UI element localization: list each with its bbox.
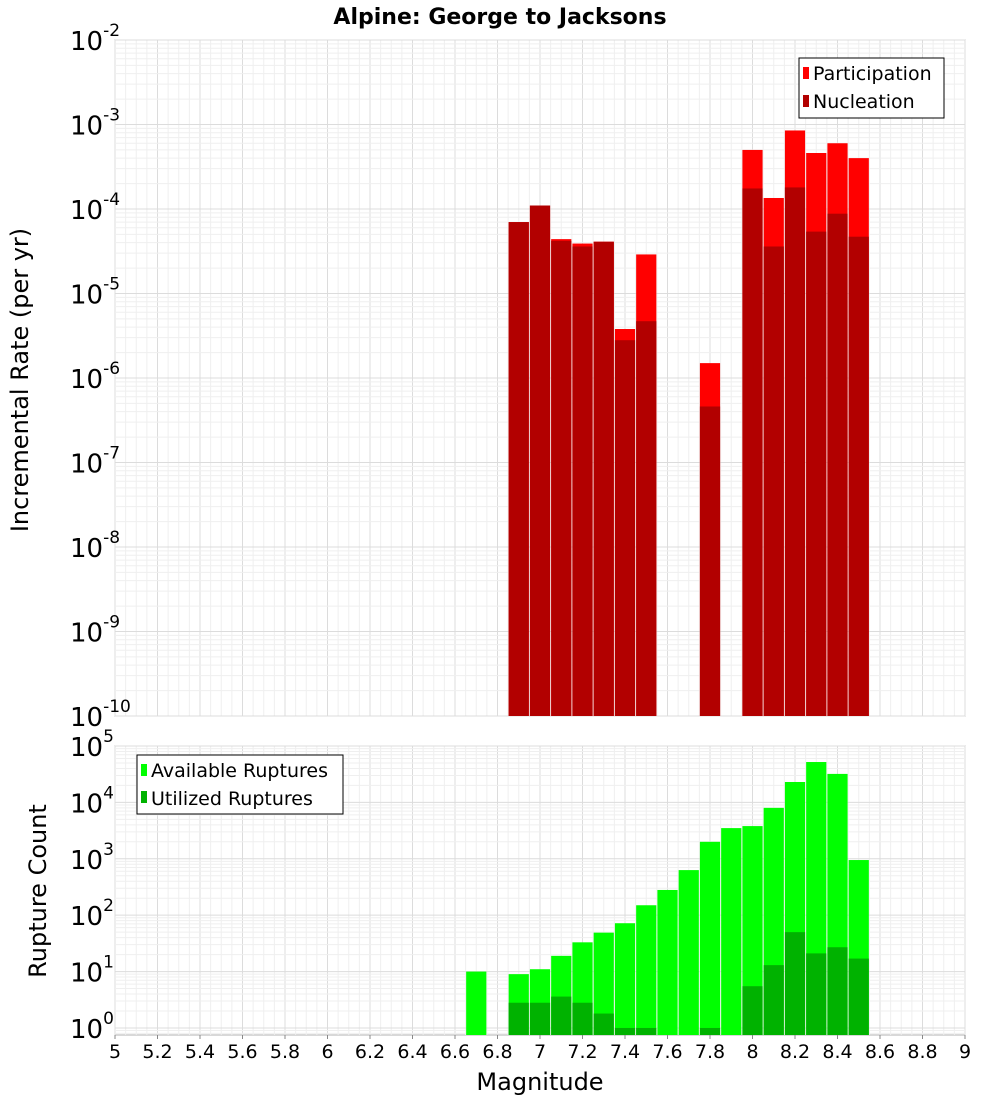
- y-tick-label: 10-9: [70, 613, 120, 649]
- legend-label-participation: Participation: [813, 63, 932, 85]
- x-tick-label: 5: [109, 1041, 121, 1063]
- bottom-bar-utilized-ruptures: [614, 1027, 636, 1035]
- top-bar-nucleation: [763, 246, 784, 716]
- bottom-bar-utilized-ruptures: [848, 958, 869, 1035]
- bottom-y-ticks: 100 101 102 103 104 105: [70, 727, 114, 1045]
- bottom-bar-available-ruptures: [742, 826, 763, 1035]
- bottom-bar-utilized-ruptures: [827, 947, 848, 1035]
- x-axis-label: Magnitude: [476, 1068, 603, 1096]
- y-tick-label: 105: [70, 727, 114, 763]
- x-tick-label: 5.6: [227, 1041, 257, 1063]
- y-tick-label: 102: [70, 896, 114, 932]
- bottom-y-axis-label: Rupture Count: [24, 804, 52, 978]
- x-tick-label: 9: [959, 1041, 971, 1063]
- y-tick-label: 10-8: [70, 528, 120, 564]
- bottom-bar-available-ruptures: [593, 932, 614, 1035]
- top-bar-nucleation: [806, 231, 827, 716]
- bottom-bar-utilized-ruptures: [699, 1027, 721, 1035]
- x-tick-label: 6: [321, 1041, 333, 1063]
- y-tick-label: 10-6: [70, 359, 120, 395]
- bottom-bar-utilized-ruptures: [529, 1002, 551, 1035]
- y-tick-label: 10-4: [70, 190, 120, 226]
- top-y-ticks: 10-10 10-9 10-8 10-7 10-6 10-5 10-4 10-3 10-2: [70, 21, 131, 733]
- bottom-bar-available-ruptures: [466, 971, 487, 1035]
- x-tick-label: 6.8: [482, 1041, 512, 1063]
- top-bars: [508, 130, 869, 717]
- y-tick-label: 10-3: [70, 106, 120, 142]
- bottom-bar-utilized-ruptures: [763, 965, 784, 1035]
- x-tick-label: 7.6: [652, 1041, 682, 1063]
- x-tick-label: 6.6: [440, 1041, 470, 1063]
- bottom-bars: [466, 762, 869, 1035]
- top-legend-box: [798, 57, 945, 119]
- legend-label-utilized: Utilized Ruptures: [151, 788, 313, 810]
- bottom-bar-available-ruptures: [657, 889, 678, 1035]
- bottom-bar-utilized-ruptures: [636, 1027, 657, 1035]
- top-y-axis-label: Incremental Rate (per yr): [6, 228, 34, 532]
- x-ticks: 5 5.2 5.4 5.6 5.8 6 6.2 6.4 6.6 6.8 7 7.2 7.4 7.6 7.8 8…: [109, 1035, 971, 1063]
- y-tick-label: 103: [70, 840, 114, 876]
- x-tick-label: 8: [746, 1041, 758, 1063]
- bottom-bar-available-ruptures: [614, 923, 636, 1035]
- bottom-bar-available-ruptures: [678, 870, 699, 1035]
- x-tick-label: 5.8: [270, 1041, 300, 1063]
- bottom-bar-available-ruptures: [636, 905, 657, 1035]
- top-bar-nucleation: [699, 406, 721, 716]
- bottom-bar-utilized-ruptures: [508, 1002, 529, 1035]
- x-tick-label: 7.4: [610, 1041, 640, 1063]
- x-tick-label: 8.8: [907, 1041, 937, 1063]
- y-tick-label: 101: [70, 953, 114, 989]
- bottom-bar-utilized-ruptures: [551, 996, 572, 1035]
- x-tick-label: 7: [534, 1041, 546, 1063]
- bottom-bar-utilized-ruptures: [572, 1002, 593, 1035]
- legend-swatch-nucleation: [803, 95, 809, 107]
- x-tick-label: 5.4: [185, 1041, 215, 1063]
- x-tick-label: 8.4: [822, 1041, 852, 1063]
- top-bar-nucleation: [742, 188, 763, 717]
- y-tick-label: 10-5: [70, 275, 120, 311]
- top-bar-nucleation: [636, 321, 657, 716]
- x-tick-label: 6.4: [397, 1041, 427, 1063]
- top-bar-nucleation: [508, 222, 529, 716]
- top-bar-nucleation: [784, 187, 806, 717]
- y-tick-label: 10-7: [70, 444, 120, 480]
- chart-title: Alpine: George to Jacksons: [333, 5, 666, 30]
- legend-label-available: Available Ruptures: [151, 760, 328, 782]
- bottom-bar-utilized-ruptures: [742, 986, 763, 1035]
- x-tick-label: 5.2: [142, 1041, 172, 1063]
- x-tick-label: 8.2: [780, 1041, 810, 1063]
- legend-label-nucleation: Nucleation: [813, 91, 915, 113]
- top-legend: Participation Nucleation: [798, 57, 945, 119]
- legend-swatch-available: [141, 764, 147, 776]
- x-tick-label: 8.6: [865, 1041, 895, 1063]
- top-bar-nucleation: [827, 213, 848, 716]
- top-bar-nucleation: [551, 240, 572, 716]
- bottom-bar-utilized-ruptures: [806, 953, 827, 1035]
- bottom-bar-utilized-ruptures: [593, 1013, 614, 1035]
- x-tick-label: 7.2: [567, 1041, 597, 1063]
- top-bar-nucleation: [848, 236, 869, 716]
- bottom-bar-available-ruptures: [721, 828, 742, 1035]
- top-bar-nucleation: [529, 205, 551, 716]
- top-bar-nucleation: [572, 246, 593, 716]
- y-tick-label: 10-10: [70, 697, 131, 733]
- legend-swatch-participation: [803, 67, 809, 79]
- x-tick-label: 7.8: [695, 1041, 725, 1063]
- bottom-bar-utilized-ruptures: [784, 932, 806, 1035]
- bottom-legend-box: [136, 754, 344, 815]
- y-tick-label: 10-2: [70, 21, 120, 57]
- top-bar-nucleation: [614, 340, 636, 716]
- y-tick-label: 104: [70, 783, 114, 819]
- legend-swatch-utilized: [141, 791, 147, 803]
- y-tick-label: 100: [70, 1009, 114, 1045]
- x-tick-label: 6.2: [355, 1041, 385, 1063]
- bottom-bar-available-ruptures: [699, 841, 721, 1035]
- top-bar-nucleation: [593, 241, 614, 716]
- bottom-legend: Available Ruptures Utilized Ruptures: [136, 754, 344, 815]
